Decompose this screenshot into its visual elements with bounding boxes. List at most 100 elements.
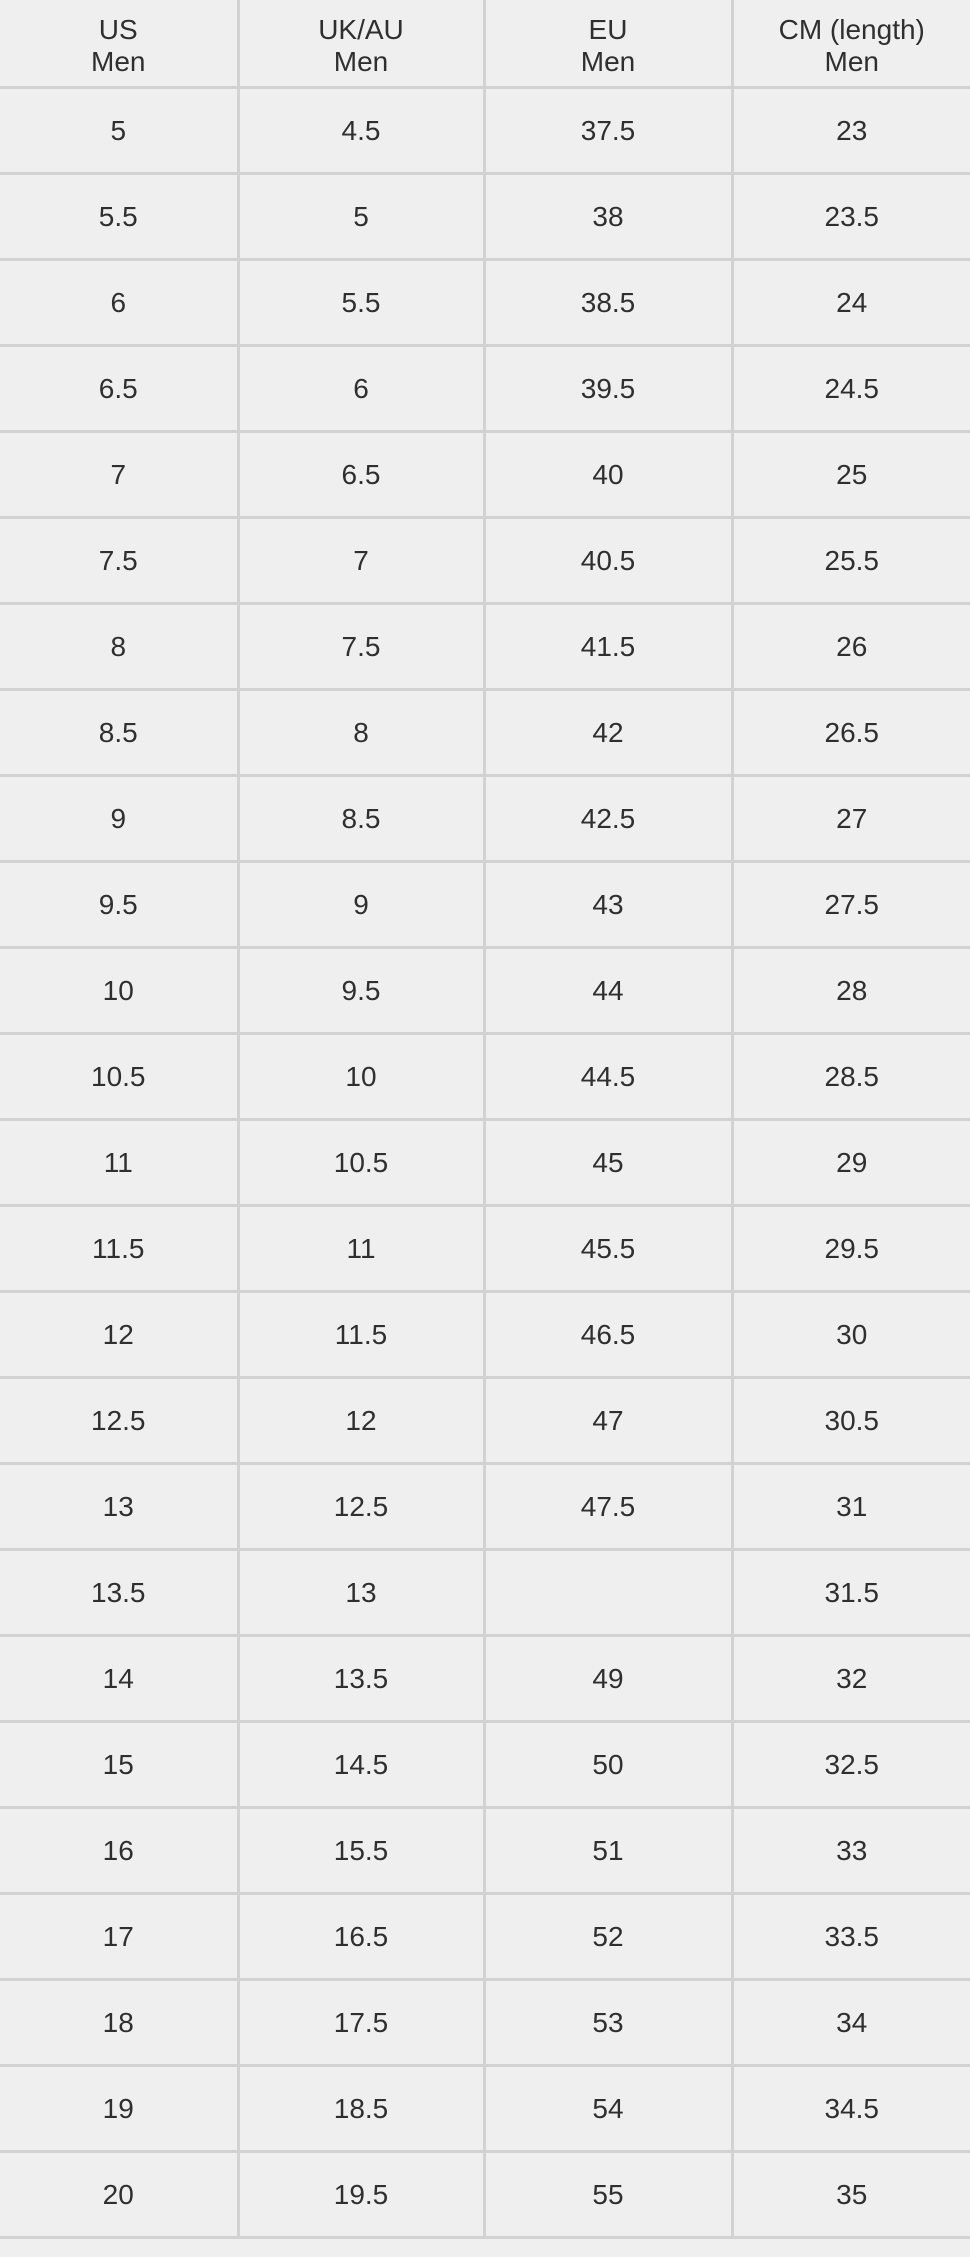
table-row: 11 10.5 45 29	[0, 1118, 970, 1207]
cell-cm-length-men: 27	[730, 774, 970, 863]
cell-uk-au-men: 14.5	[236, 1720, 486, 1809]
cell-us-men: 16	[0, 1806, 240, 1895]
cell-uk-au-men: 11.5	[236, 1290, 486, 1379]
cell-us-men: 12.5	[0, 1376, 240, 1465]
column-header-text: Men	[824, 46, 879, 77]
cell-eu-men: 46.5	[482, 1290, 734, 1379]
table-row: 13.5 13 31.5	[0, 1548, 970, 1637]
table-row: 10.5 10 44.5 28.5	[0, 1032, 970, 1121]
table-row: 12 11.5 46.5 30	[0, 1290, 970, 1379]
cell-eu-men: 42.5	[482, 774, 734, 863]
cell-eu-men	[482, 1548, 734, 1637]
cell-cm-length-men: 26.5	[730, 688, 970, 777]
cell-eu-men: 45	[482, 1118, 734, 1207]
table-row: 6.5 6 39.5 24.5	[0, 344, 970, 433]
cell-uk-au-men: 8	[236, 688, 486, 777]
cell-us-men: 9	[0, 774, 240, 863]
cell-eu-men: 50	[482, 1720, 734, 1809]
cell-us-men: 9.5	[0, 860, 240, 949]
table-row: 5 4.5 37.5 23	[0, 86, 970, 175]
cell-us-men: 10	[0, 946, 240, 1035]
cell-uk-au-men: 13	[236, 1548, 486, 1637]
cell-us-men: 11.5	[0, 1204, 240, 1293]
table-row: 11.5 11 45.5 29.5	[0, 1204, 970, 1293]
table-row: 10 9.5 44 28	[0, 946, 970, 1035]
cell-cm-length-men: 35	[730, 2150, 970, 2239]
cell-eu-men: 44.5	[482, 1032, 734, 1121]
table-row: 12.5 12 47 30.5	[0, 1376, 970, 1465]
table-row: 7 6.5 40 25	[0, 430, 970, 519]
cell-us-men: 12	[0, 1290, 240, 1379]
cell-eu-men: 37.5	[482, 86, 734, 175]
cell-cm-length-men: 34.5	[730, 2064, 970, 2153]
cell-us-men: 8.5	[0, 688, 240, 777]
cell-us-men: 17	[0, 1892, 240, 1981]
cell-cm-length-men: 33.5	[730, 1892, 970, 1981]
cell-eu-men: 49	[482, 1634, 734, 1723]
cell-cm-length-men: 31	[730, 1462, 970, 1551]
cell-us-men: 18	[0, 1978, 240, 2067]
column-header-text: Men	[333, 46, 389, 77]
cell-eu-men: 40	[482, 430, 734, 519]
table-row: 16 15.5 51 33	[0, 1806, 970, 1895]
cell-us-men: 19	[0, 2064, 240, 2153]
cell-us-men: 7	[0, 430, 240, 519]
cell-uk-au-men: 10.5	[236, 1118, 486, 1207]
cell-uk-au-men: 6	[236, 344, 486, 433]
table-row: 15 14.5 50 32.5	[0, 1720, 970, 1809]
cell-uk-au-men: 6.5	[236, 430, 486, 519]
cell-cm-length-men: 29.5	[730, 1204, 970, 1293]
cell-eu-men: 47.5	[482, 1462, 734, 1551]
table-row: 17 16.5 52 33.5	[0, 1892, 970, 1981]
table-row: 20 19.5 55 35	[0, 2150, 970, 2239]
cell-eu-men: 54	[482, 2064, 734, 2153]
table-row: 9.5 9 43 27.5	[0, 860, 970, 949]
cell-us-men: 20	[0, 2150, 240, 2239]
cell-cm-length-men: 27.5	[730, 860, 970, 949]
cell-eu-men: 52	[482, 1892, 734, 1981]
column-header-us-men: US Men	[0, 0, 240, 89]
table-row: 19 18.5 54 34.5	[0, 2064, 970, 2153]
cell-eu-men: 47	[482, 1376, 734, 1465]
cell-uk-au-men: 11	[236, 1204, 486, 1293]
cell-eu-men: 43	[482, 860, 734, 949]
cell-us-men: 6	[0, 258, 240, 347]
cell-cm-length-men: 29	[730, 1118, 970, 1207]
cell-eu-men: 40.5	[482, 516, 734, 605]
column-header-text: Men	[580, 46, 636, 77]
cell-eu-men: 38.5	[482, 258, 734, 347]
cell-us-men: 11	[0, 1118, 240, 1207]
table-row: 9 8.5 42.5 27	[0, 774, 970, 863]
cell-cm-length-men: 32	[730, 1634, 970, 1723]
cell-cm-length-men: 31.5	[730, 1548, 970, 1637]
cell-uk-au-men: 17.5	[236, 1978, 486, 2067]
cell-cm-length-men: 23.5	[730, 172, 970, 261]
column-header-cm-length-men: CM (length) Men	[730, 0, 970, 89]
table-row: 18 17.5 53 34	[0, 1978, 970, 2067]
cell-eu-men: 51	[482, 1806, 734, 1895]
cell-us-men: 8	[0, 602, 240, 691]
cell-eu-men: 39.5	[482, 344, 734, 433]
cell-uk-au-men: 5	[236, 172, 486, 261]
column-header-text: EU	[588, 14, 628, 45]
column-header-text: CM (length)	[778, 14, 925, 45]
column-header-uk-au-men: UK/AU Men	[236, 0, 486, 89]
table-row: 7.5 7 40.5 25.5	[0, 516, 970, 605]
cell-us-men: 5.5	[0, 172, 240, 261]
cell-cm-length-men: 23	[730, 86, 970, 175]
table-row: 14 13.5 49 32	[0, 1634, 970, 1723]
cell-eu-men: 44	[482, 946, 734, 1035]
cell-eu-men: 55	[482, 2150, 734, 2239]
cell-us-men: 13.5	[0, 1548, 240, 1637]
cell-uk-au-men: 4.5	[236, 86, 486, 175]
cell-uk-au-men: 15.5	[236, 1806, 486, 1895]
cell-uk-au-men: 8.5	[236, 774, 486, 863]
table-row: 8.5 8 42 26.5	[0, 688, 970, 777]
cell-cm-length-men: 24	[730, 258, 970, 347]
cell-cm-length-men: 32.5	[730, 1720, 970, 1809]
cell-uk-au-men: 19.5	[236, 2150, 486, 2239]
cell-uk-au-men: 7	[236, 516, 486, 605]
cell-eu-men: 45.5	[482, 1204, 734, 1293]
cell-cm-length-men: 30.5	[730, 1376, 970, 1465]
cell-us-men: 13	[0, 1462, 240, 1551]
